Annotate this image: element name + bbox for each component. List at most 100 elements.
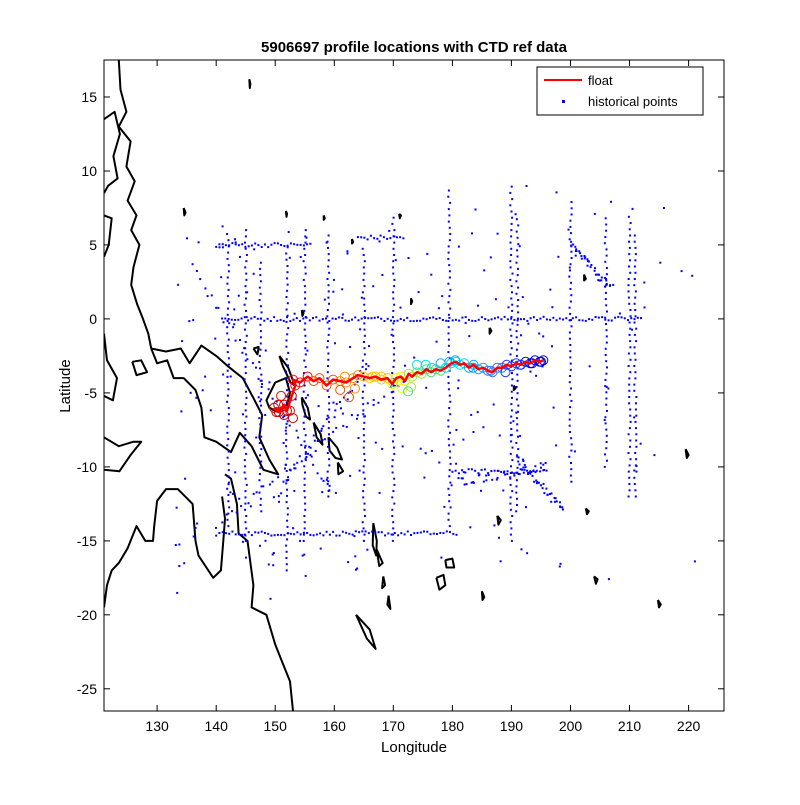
historical-point [633,476,636,479]
historical-point [228,301,231,304]
historical-point [455,429,458,431]
historical-point [243,446,246,449]
historical-point [246,358,249,361]
historical-point [440,556,443,559]
historical-point [506,318,509,321]
historical-point [221,521,224,524]
coastline-path [584,507,590,516]
historical-point [222,373,225,376]
historical-point [516,466,519,469]
historical-point [467,318,470,321]
historical-point [286,277,289,280]
historical-point [232,326,235,329]
historical-point [244,235,247,238]
historical-point [538,332,541,335]
historical-point [304,229,307,232]
historical-point [629,408,632,411]
historical-point [257,396,260,399]
historical-point [491,478,494,481]
historical-point [244,328,246,331]
historical-point [234,238,236,241]
historical-point [227,338,230,341]
historical-point [354,316,357,319]
historical-point [569,288,572,290]
historical-point [441,319,444,321]
historical-point [262,485,265,488]
historical-point [568,337,571,340]
historical-point [240,505,243,508]
historical-point [349,474,352,477]
historical-point [575,316,578,319]
historical-point [273,534,276,537]
historical-point [603,419,606,421]
historical-point [569,219,572,222]
historical-point [511,322,514,325]
historical-point [457,245,460,248]
historical-point [515,230,518,233]
profile-marker [511,358,522,369]
historical-point [226,295,229,298]
historical-point [326,309,329,311]
historical-point [197,241,200,244]
profile-marker [286,390,297,401]
historical-point [509,353,512,356]
historical-point [303,285,306,288]
historical-point [526,319,529,322]
historical-point [358,469,361,472]
historical-point [362,266,365,269]
historical-point [391,508,394,511]
historical-point [570,462,572,464]
historical-point [635,414,638,417]
coastline-path [104,488,226,608]
historical-point [309,446,312,449]
historical-point [299,256,302,258]
historical-point [528,471,531,474]
historical-point [259,497,262,500]
historical-point [461,316,464,319]
historical-point [391,465,394,468]
historical-point [325,478,328,481]
historical-point [235,511,238,514]
historical-point [328,402,331,405]
historical-point [441,295,444,298]
historical-point [604,385,607,388]
historical-point [604,378,607,381]
historical-point [604,217,607,220]
historical-point [522,471,525,474]
historical-point [607,387,610,390]
historical-point [391,372,394,375]
historical-point [227,438,230,441]
historical-point [233,323,236,326]
historical-point [510,471,513,474]
historical-point [517,410,519,413]
historical-point [416,319,418,322]
historical-point [346,250,349,253]
profile-marker [430,364,441,375]
historical-point [510,247,513,250]
historical-point [559,505,562,508]
historical-point [605,279,608,282]
historical-point [457,472,460,475]
historical-point [483,468,486,471]
historical-point [362,539,365,542]
historical-point [295,429,298,432]
historical-point [392,272,395,275]
historical-point [176,591,179,594]
historical-point [259,410,262,413]
historical-point [472,431,475,433]
historical-point [511,490,514,493]
historical-point [327,253,330,256]
historical-point [228,244,231,247]
historical-point [286,265,289,267]
historical-point [445,530,448,533]
historical-point [349,346,352,348]
historical-point [284,463,287,466]
historical-point [447,332,450,335]
historical-point [260,435,263,438]
historical-point [680,270,683,273]
historical-point [184,477,187,480]
historical-point [286,289,289,292]
historical-point [588,318,591,321]
historical-point [362,490,365,493]
